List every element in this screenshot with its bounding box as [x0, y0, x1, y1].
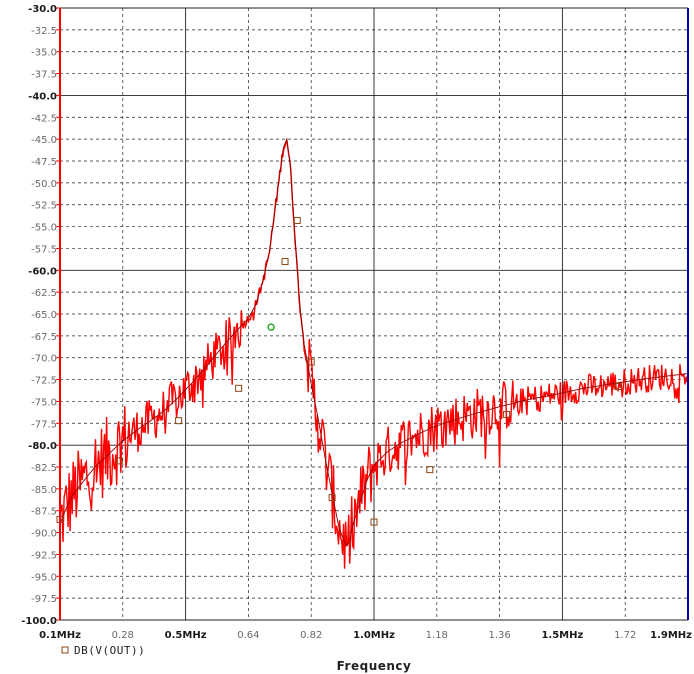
trace-marker-square	[115, 457, 123, 465]
x-tick-label: 0.1MHz	[39, 630, 81, 641]
x-tick-label: 0.82	[300, 630, 322, 641]
trace-markers	[56, 216, 622, 526]
y-tick-label: -65.0	[31, 310, 57, 321]
y-tick-label: -72.5	[31, 376, 57, 387]
trace-marker-square	[281, 258, 289, 266]
y-tick-label: -70.0	[31, 354, 57, 365]
y-tick-label: -37.5	[31, 70, 57, 81]
y-tick-label: -60.0	[28, 266, 57, 277]
trace-marker-square	[328, 494, 336, 502]
y-tick-label: -32.5	[31, 26, 57, 37]
y-axis-ticks: -30.0 -32.5 -35.0 -37.5 -40.0 -42.5 -45.0 -47.5…	[21, 4, 60, 627]
trace-marker-square	[503, 411, 511, 419]
y-tick-label: -82.5	[31, 463, 57, 474]
trace-marker-square	[175, 417, 183, 425]
y-tick-label: -80.0	[28, 441, 57, 452]
y-tick-label: -62.5	[31, 288, 57, 299]
y-tick-label: -35.0	[31, 48, 57, 59]
x-tick-label: 1.5MHz	[541, 630, 583, 641]
y-tick-label: -42.5	[31, 113, 57, 124]
x-tick-label: 0.28	[112, 630, 134, 641]
x-axis-ticks: 0.1MHz 0.28 0.5MHz 0.64 0.82 1.0MHz 1.18 1.36 1.…	[39, 630, 692, 641]
x-tick-label: 1.18	[426, 630, 448, 641]
y-tick-label: -67.5	[31, 332, 57, 343]
trace-marker-square	[307, 358, 315, 366]
x-tick-label: 1.0MHz	[353, 630, 395, 641]
trace-marker-square	[370, 518, 378, 526]
trace-marker-green	[267, 323, 275, 331]
y-tick-label: -50.0	[31, 179, 57, 190]
y-tick-label: -97.5	[31, 594, 57, 605]
y-tick-label: -40.0	[28, 91, 57, 102]
legend-marker-icon	[61, 646, 69, 654]
y-tick-label: -90.0	[31, 529, 57, 540]
y-tick-label: -57.5	[31, 244, 57, 255]
y-tick-label: -75.0	[31, 397, 57, 408]
legend-entry: DB(V(OUT))	[74, 644, 145, 657]
y-tick-label: -47.5	[31, 157, 57, 168]
y-tick-label: -45.0	[31, 135, 57, 146]
trace-marker-square	[293, 216, 301, 224]
trace-marker-square	[235, 384, 243, 392]
y-tick-label: -92.5	[31, 550, 57, 561]
x-tick-label: 0.5MHz	[165, 630, 207, 641]
x-tick-label: 1.9MHz	[650, 630, 692, 641]
trace-marker-square	[614, 383, 622, 391]
y-tick-label: -87.5	[31, 507, 57, 518]
y-tick-label: -95.0	[31, 572, 57, 583]
y-tick-label: -77.5	[31, 419, 57, 430]
y-tick-label: -85.0	[31, 485, 57, 496]
y-tick-label: -30.0	[28, 4, 57, 15]
x-axis-label: Frequency	[337, 659, 412, 673]
x-tick-label: 1.36	[488, 630, 510, 641]
y-tick-label: -55.0	[31, 223, 57, 234]
x-tick-label: 0.64	[237, 630, 259, 641]
trace-marker-square	[426, 466, 434, 474]
y-tick-label: -52.5	[31, 201, 57, 212]
trace-db-vout-noisy	[59, 138, 689, 569]
y-tick-label: -100.0	[21, 616, 57, 627]
x-tick-label: 1.72	[614, 630, 636, 641]
trace-db-vout-smooth	[59, 137, 689, 547]
